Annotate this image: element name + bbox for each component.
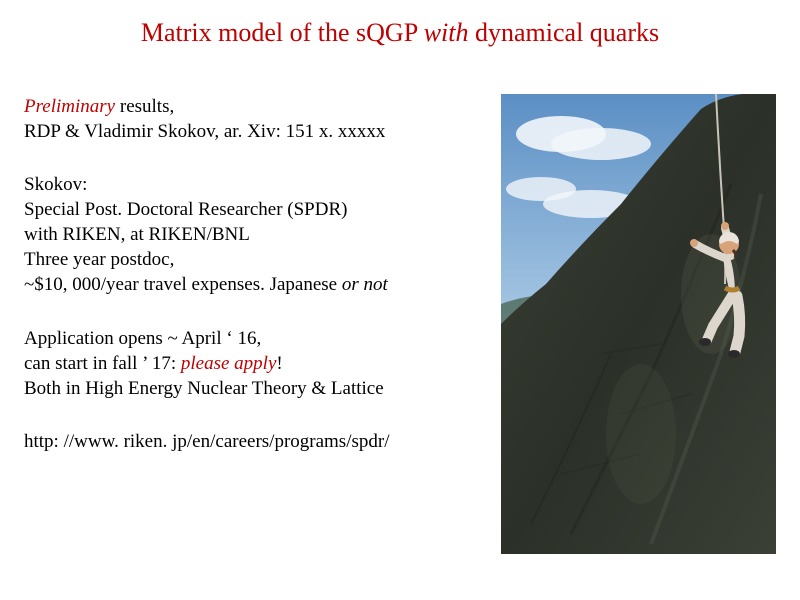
climber-photo [501, 94, 776, 554]
app-l2b: please apply [181, 353, 277, 374]
preliminary-word: Preliminary [24, 96, 115, 117]
slide-title: Matrix model of the sQGP with dynamical … [24, 18, 776, 48]
skokov-block: Skokov: Special Post. Doctoral Researche… [24, 172, 484, 297]
title-part1: Matrix model of the s [141, 18, 366, 47]
authors-line: RDP & Vladimir Skokov, ar. Xiv: 151 x. x… [24, 121, 385, 142]
application-block: Application opens ~ April ‘ 16, can star… [24, 326, 484, 401]
app-l3: Both in High Energy Nuclear Theory & Lat… [24, 378, 384, 399]
title-part3: with [424, 18, 469, 47]
body-text: Preliminary results, RDP & Vladimir Skok… [24, 94, 484, 482]
preliminary-block: Preliminary results, RDP & Vladimir Skok… [24, 94, 484, 144]
skokov-l3: with RIKEN, at RIKEN/BNL [24, 224, 250, 245]
skokov-l4: Three year postdoc, [24, 249, 174, 270]
preliminary-rest: results, [115, 96, 174, 117]
skokov-l5a: ~$10, 000/year travel expenses. Japanese [24, 274, 342, 295]
url-block: http: //www. riken. jp/en/careers/progra… [24, 429, 484, 454]
app-l2a: can start in fall ’ 17: [24, 353, 181, 374]
app-l2c: ! [276, 353, 282, 374]
skokov-l5b: or not [342, 274, 388, 295]
skokov-l1: Skokov: [24, 174, 87, 195]
skokov-l2: Special Post. Doctoral Researcher (SPDR) [24, 199, 347, 220]
app-l1: Application opens ~ April ‘ 16, [24, 328, 261, 349]
url-text: http: //www. riken. jp/en/careers/progra… [24, 431, 389, 452]
title-part2: QGP [366, 18, 424, 47]
title-part4: dynamical quarks [469, 18, 660, 47]
